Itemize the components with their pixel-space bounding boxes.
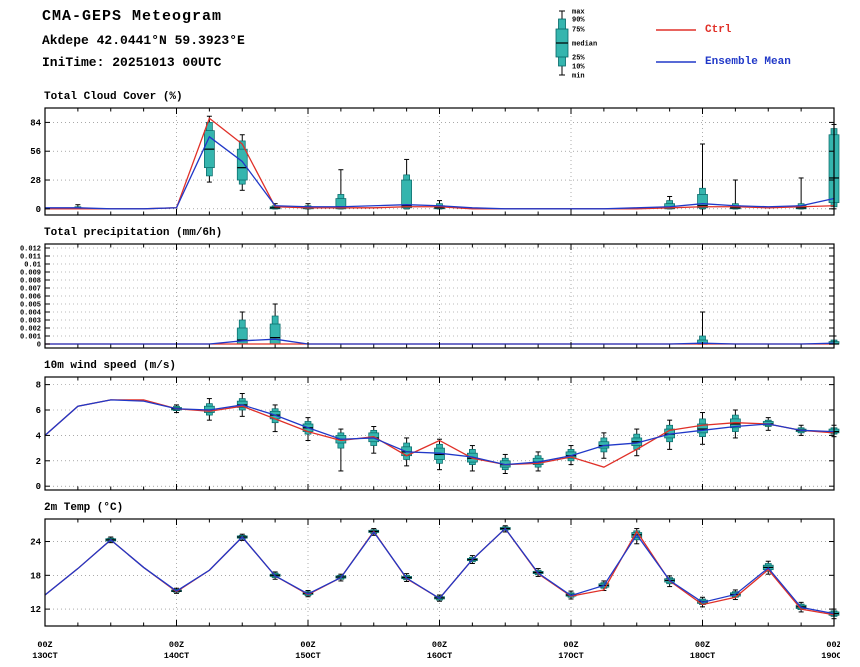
legend-box-label: max — [572, 9, 585, 17]
time-axis: 00Z13OCT00Z14OCT00Z15OCT00Z16OCT00Z17OCT… — [32, 640, 847, 661]
header: CMA-GEPS Meteogram Akdepe 42.0441°N 59.3… — [42, 8, 245, 70]
time-label-date: 18OCT — [690, 651, 716, 661]
time-label-date: 14OCT — [164, 651, 190, 661]
y-tick-label: 0.001 — [20, 334, 41, 342]
panel-title-cloud-cover: Total Cloud Cover (%) — [44, 91, 183, 103]
time-label-hour: 00Z — [169, 640, 184, 650]
time-label-hour: 00Z — [432, 640, 447, 650]
cloud-cover-chart: 0 28 56 84 — [30, 107, 840, 216]
ensemble-mean-legend-label: Ensemble Mean — [705, 56, 791, 68]
legend: max 90% 75% median 25% 10% min Ctrl Ensemble M… — [550, 4, 791, 88]
ctrl-legend-row: Ctrl — [656, 24, 791, 36]
y-tick-label: 56 — [30, 147, 41, 157]
time-label-hour: 00Z — [695, 640, 710, 650]
axes: 12 18 24 — [30, 518, 835, 627]
legend-box-label: 90% — [572, 17, 585, 25]
time-label-date: 19OCT — [821, 651, 840, 661]
ctrl-line-sample — [656, 29, 696, 31]
box-25-75 — [697, 194, 708, 209]
y-tick-label: 6 — [36, 406, 41, 416]
gridlines — [45, 519, 834, 626]
y-tick-label: 0.01 — [24, 262, 41, 270]
panel-temperature: 2m Temp (°C) 12 18 24 — [0, 501, 840, 634]
time-label-hour: 00Z — [826, 640, 840, 650]
time-label-date: 16OCT — [427, 651, 453, 661]
gridlines — [45, 108, 834, 215]
time-label-hour: 00Z — [563, 640, 578, 650]
y-tick-label: 8 — [36, 381, 41, 391]
y-tick-label: 0 — [37, 342, 41, 350]
time-label-date: 15OCT — [295, 651, 321, 661]
y-tick-label: 0.009 — [20, 270, 41, 278]
box-whisker-layer — [105, 525, 840, 620]
legend-box-label: min — [572, 73, 585, 81]
panel-wind-speed: 10m wind speed (m/s) 0 2 4 6 8 — [0, 359, 840, 498]
box-25-75 — [335, 198, 347, 210]
init-time: IniTime: 20251013 00UTC — [42, 55, 222, 70]
y-tick-label: 4 — [36, 431, 42, 441]
gridlines — [45, 377, 834, 490]
ensemble-mean-line — [44, 527, 835, 615]
y-tick-label: 0.004 — [20, 310, 41, 318]
legend-box-label: 75% — [572, 27, 585, 35]
box-whisker-layer — [171, 393, 840, 474]
wind-speed-chart: 0 2 4 6 8 — [36, 376, 840, 492]
time-label-hour: 00Z — [300, 640, 315, 650]
time-label-date: 13OCT — [32, 651, 58, 661]
panel-cloud-cover: Total Cloud Cover (%) 0 28 56 84 — [0, 90, 840, 223]
y-tick-label: 18 — [30, 571, 41, 581]
line-legend: Ctrl Ensemble Mean — [656, 24, 791, 88]
y-tick-label: 0.012 — [20, 246, 41, 254]
box-25-75 — [236, 148, 248, 181]
figure-title: CMA-GEPS Meteogram — [42, 8, 223, 25]
ctrl-legend-label: Ctrl — [705, 24, 732, 36]
y-tick-label: 0.011 — [20, 254, 41, 262]
y-tick-label: 2 — [36, 457, 41, 467]
panels: Total Cloud Cover (%) 0 28 56 84 Total prec… — [0, 90, 847, 667]
box-whisker-layer — [72, 115, 840, 210]
panel-title-wind-speed: 10m wind speed (m/s) — [44, 360, 177, 372]
ensemble-mean-line-sample — [656, 61, 696, 63]
station-coordinates: Akdepe 42.0441°N 59.3923°E — [42, 33, 245, 48]
y-tick-label: 12 — [30, 605, 41, 615]
box-25-75 — [269, 323, 281, 345]
y-tick-label: 28 — [30, 176, 41, 186]
y-tick-label: 84 — [30, 118, 41, 128]
axes: 00.0010.0020.0030.0040.0050.0060.0070.00… — [20, 243, 835, 350]
legend-box-label: 10% — [572, 64, 585, 72]
panel-title-precipitation: Total precipitation (mm/6h) — [44, 227, 223, 239]
gridlines — [45, 244, 834, 348]
axes: 0 28 56 84 — [30, 107, 835, 216]
axes: 0 2 4 6 8 — [36, 376, 835, 492]
y-tick-label: 0.006 — [20, 294, 41, 302]
ctrl-line — [45, 117, 835, 210]
y-tick-label: 0.005 — [20, 302, 41, 310]
y-tick-label: 0.002 — [20, 326, 41, 334]
time-label-hour: 00Z — [37, 640, 52, 650]
y-tick-label: 0 — [36, 205, 41, 215]
legend-box-label: median — [572, 41, 597, 49]
y-tick-label: 0 — [36, 482, 41, 492]
box-whisker-layer — [236, 303, 840, 345]
ensemble-mean-line — [45, 135, 835, 210]
temperature-chart: 12 18 24 — [30, 518, 840, 627]
ensemble-mean-line — [44, 399, 835, 466]
y-tick-label: 0.007 — [20, 286, 41, 294]
panel-title-temperature: 2m Temp (°C) — [44, 502, 124, 514]
x-axis-labels: 00Z 13OCT 00Z 14OCT 00Z 15OCT 00Z 16OCT 00Z 17OCT… — [0, 637, 847, 667]
ensemble-mean-legend-row: Ensemble Mean — [656, 56, 791, 68]
box-25-75 — [401, 179, 412, 209]
panel-precipitation: Total precipitation (mm/6h) 0 0.001 0.002 0… — [0, 226, 840, 356]
time-label-date: 17OCT — [558, 651, 584, 661]
y-tick-label: 0.003 — [20, 318, 41, 326]
box-25-75 — [697, 423, 708, 434]
precipitation-chart: 00.0010.0020.0030.0040.0050.0060.0070.00… — [20, 243, 840, 350]
y-tick-label: 0.008 — [20, 278, 41, 286]
legend-box-label: 25% — [572, 55, 585, 63]
y-tick-label: 24 — [30, 538, 41, 548]
